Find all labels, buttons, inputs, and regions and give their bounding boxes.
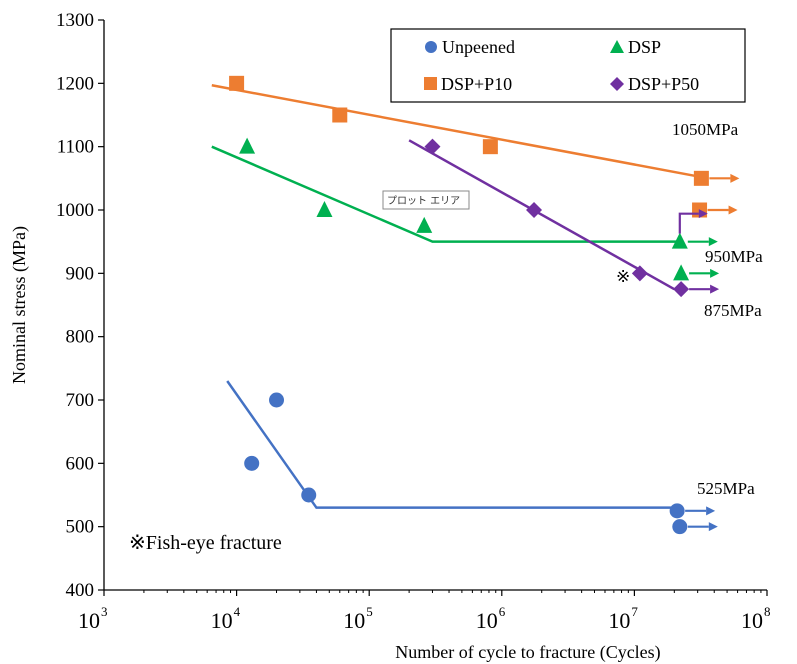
data-markers	[229, 75, 709, 535]
annotation-950mpa: 950MPa	[705, 247, 763, 266]
x-tick-exponent: 3	[101, 604, 108, 619]
runout-arrow-dsp-p10-head	[728, 205, 738, 215]
fisheye-mark: ※	[616, 267, 630, 286]
y-tick-label: 1300	[56, 10, 94, 31]
data-point-unpeened	[301, 487, 317, 503]
runout-arrow-dsp	[689, 268, 720, 278]
data-point-dsp-p50	[424, 138, 441, 155]
legend-label-dsp: DSP	[628, 37, 661, 57]
runout-arrow-dsp-head	[708, 237, 718, 247]
runout-arrow-dsp-p10	[707, 205, 738, 215]
data-point-dsp-p10	[229, 75, 245, 91]
data-point-unpeened	[244, 455, 260, 471]
data-point-dsp-p10	[482, 139, 498, 155]
runout-point-unpeened	[672, 519, 688, 535]
plot-area-tooltip-label: プロット エリア	[387, 195, 460, 207]
legend-marker-dsp	[610, 40, 624, 53]
runout-bent-arrow-dsp-shaft	[678, 212, 699, 234]
runout-arrow-dsp-p50-head	[710, 284, 720, 294]
runout-arrows	[678, 173, 740, 532]
x-tick-exponent: 5	[366, 604, 373, 619]
runout-arrow-dsp-p10	[709, 173, 740, 183]
x-tick-label: 10	[343, 608, 365, 633]
fit-line-unpeened	[226, 380, 680, 509]
y-tick-label: 1200	[56, 73, 94, 94]
data-point-dsp-p10	[332, 107, 348, 123]
data-point-dsp-p50	[526, 202, 543, 218]
x-tick-exponent: 8	[764, 604, 771, 619]
data-point-dsp	[316, 201, 333, 217]
runout-arrow-dsp-p10-head	[730, 173, 740, 183]
data-point-dsp-p50	[631, 265, 648, 282]
x-tick-exponent: 4	[234, 604, 241, 619]
legend-marker-dsp-p50	[610, 77, 624, 91]
runout-arrow-unpeened-head	[706, 506, 716, 516]
fit-lines	[211, 84, 702, 509]
x-tick-label: 10	[476, 608, 498, 633]
y-tick-label: 500	[66, 517, 95, 538]
data-point-unpeened	[269, 392, 285, 408]
legend: Unpeened DSP DSP+P10 DSP+P50	[390, 28, 746, 103]
legend-marker-unpeened	[425, 41, 437, 53]
legend-box	[390, 28, 746, 103]
x-tick-label: 10	[211, 608, 233, 633]
runout-arrow-dsp-p50	[689, 284, 720, 294]
legend-label-dsp-p10: DSP+P10	[441, 74, 512, 94]
y-tick-label: 1100	[57, 137, 94, 158]
y-tick-label: 900	[66, 263, 95, 284]
runout-point-dsp	[671, 232, 688, 249]
runout-arrow-unpeened	[685, 506, 716, 516]
fit-line-dsp-p10	[211, 84, 702, 179]
legend-label-unpeened: Unpeened	[442, 37, 515, 57]
fit-line-dsp-p50	[408, 139, 675, 291]
x-tick-label: 10	[741, 608, 763, 633]
data-point-dsp	[239, 137, 256, 154]
runout-arrow-unpeened-head	[708, 522, 718, 532]
x-tick-exponent: 6	[499, 604, 506, 619]
data-point-dsp	[416, 216, 433, 233]
annotation-1050mpa: 1050MPa	[672, 120, 739, 139]
annotation-525mpa: 525MPa	[697, 479, 755, 498]
y-tick-label: 400	[66, 580, 95, 601]
x-tick-exponent: 7	[631, 604, 638, 619]
runout-arrow-unpeened	[687, 522, 718, 532]
runout-point-unpeened	[669, 503, 685, 519]
annotation-875mpa: 875MPa	[704, 301, 762, 320]
legend-marker-dsp-p10	[424, 77, 437, 90]
runout-point-dsp-p10	[693, 170, 709, 186]
y-tick-label: 1000	[56, 200, 94, 221]
runout-point-dsp-p50	[673, 281, 690, 298]
runout-bent-arrow-dsp	[678, 209, 708, 234]
x-tick-label: 10	[78, 608, 100, 633]
plot-area-tooltip: プロット エリア	[382, 190, 470, 210]
runout-point-dsp	[673, 264, 690, 281]
plot-area-tooltip-box	[382, 190, 470, 210]
y-tick-label: 600	[66, 453, 95, 474]
y-tick-label: 700	[66, 390, 95, 411]
x-tick-label: 10	[608, 608, 630, 633]
x-axis-label: Number of cycle to fracture (Cycles)	[395, 642, 660, 663]
fit-line-dsp	[211, 145, 680, 243]
runout-arrow-dsp-head	[710, 268, 720, 278]
legend-label-dsp-p50: DSP+P50	[628, 74, 699, 94]
runout-arrow-dsp	[687, 237, 718, 247]
runout-bent-arrow-dsp-head	[698, 209, 708, 219]
y-tick-label: 800	[66, 327, 95, 348]
y-axis-label: Nominal stress (MPa)	[9, 226, 30, 384]
fisheye-note: ※Fish-eye fracture	[129, 532, 282, 554]
